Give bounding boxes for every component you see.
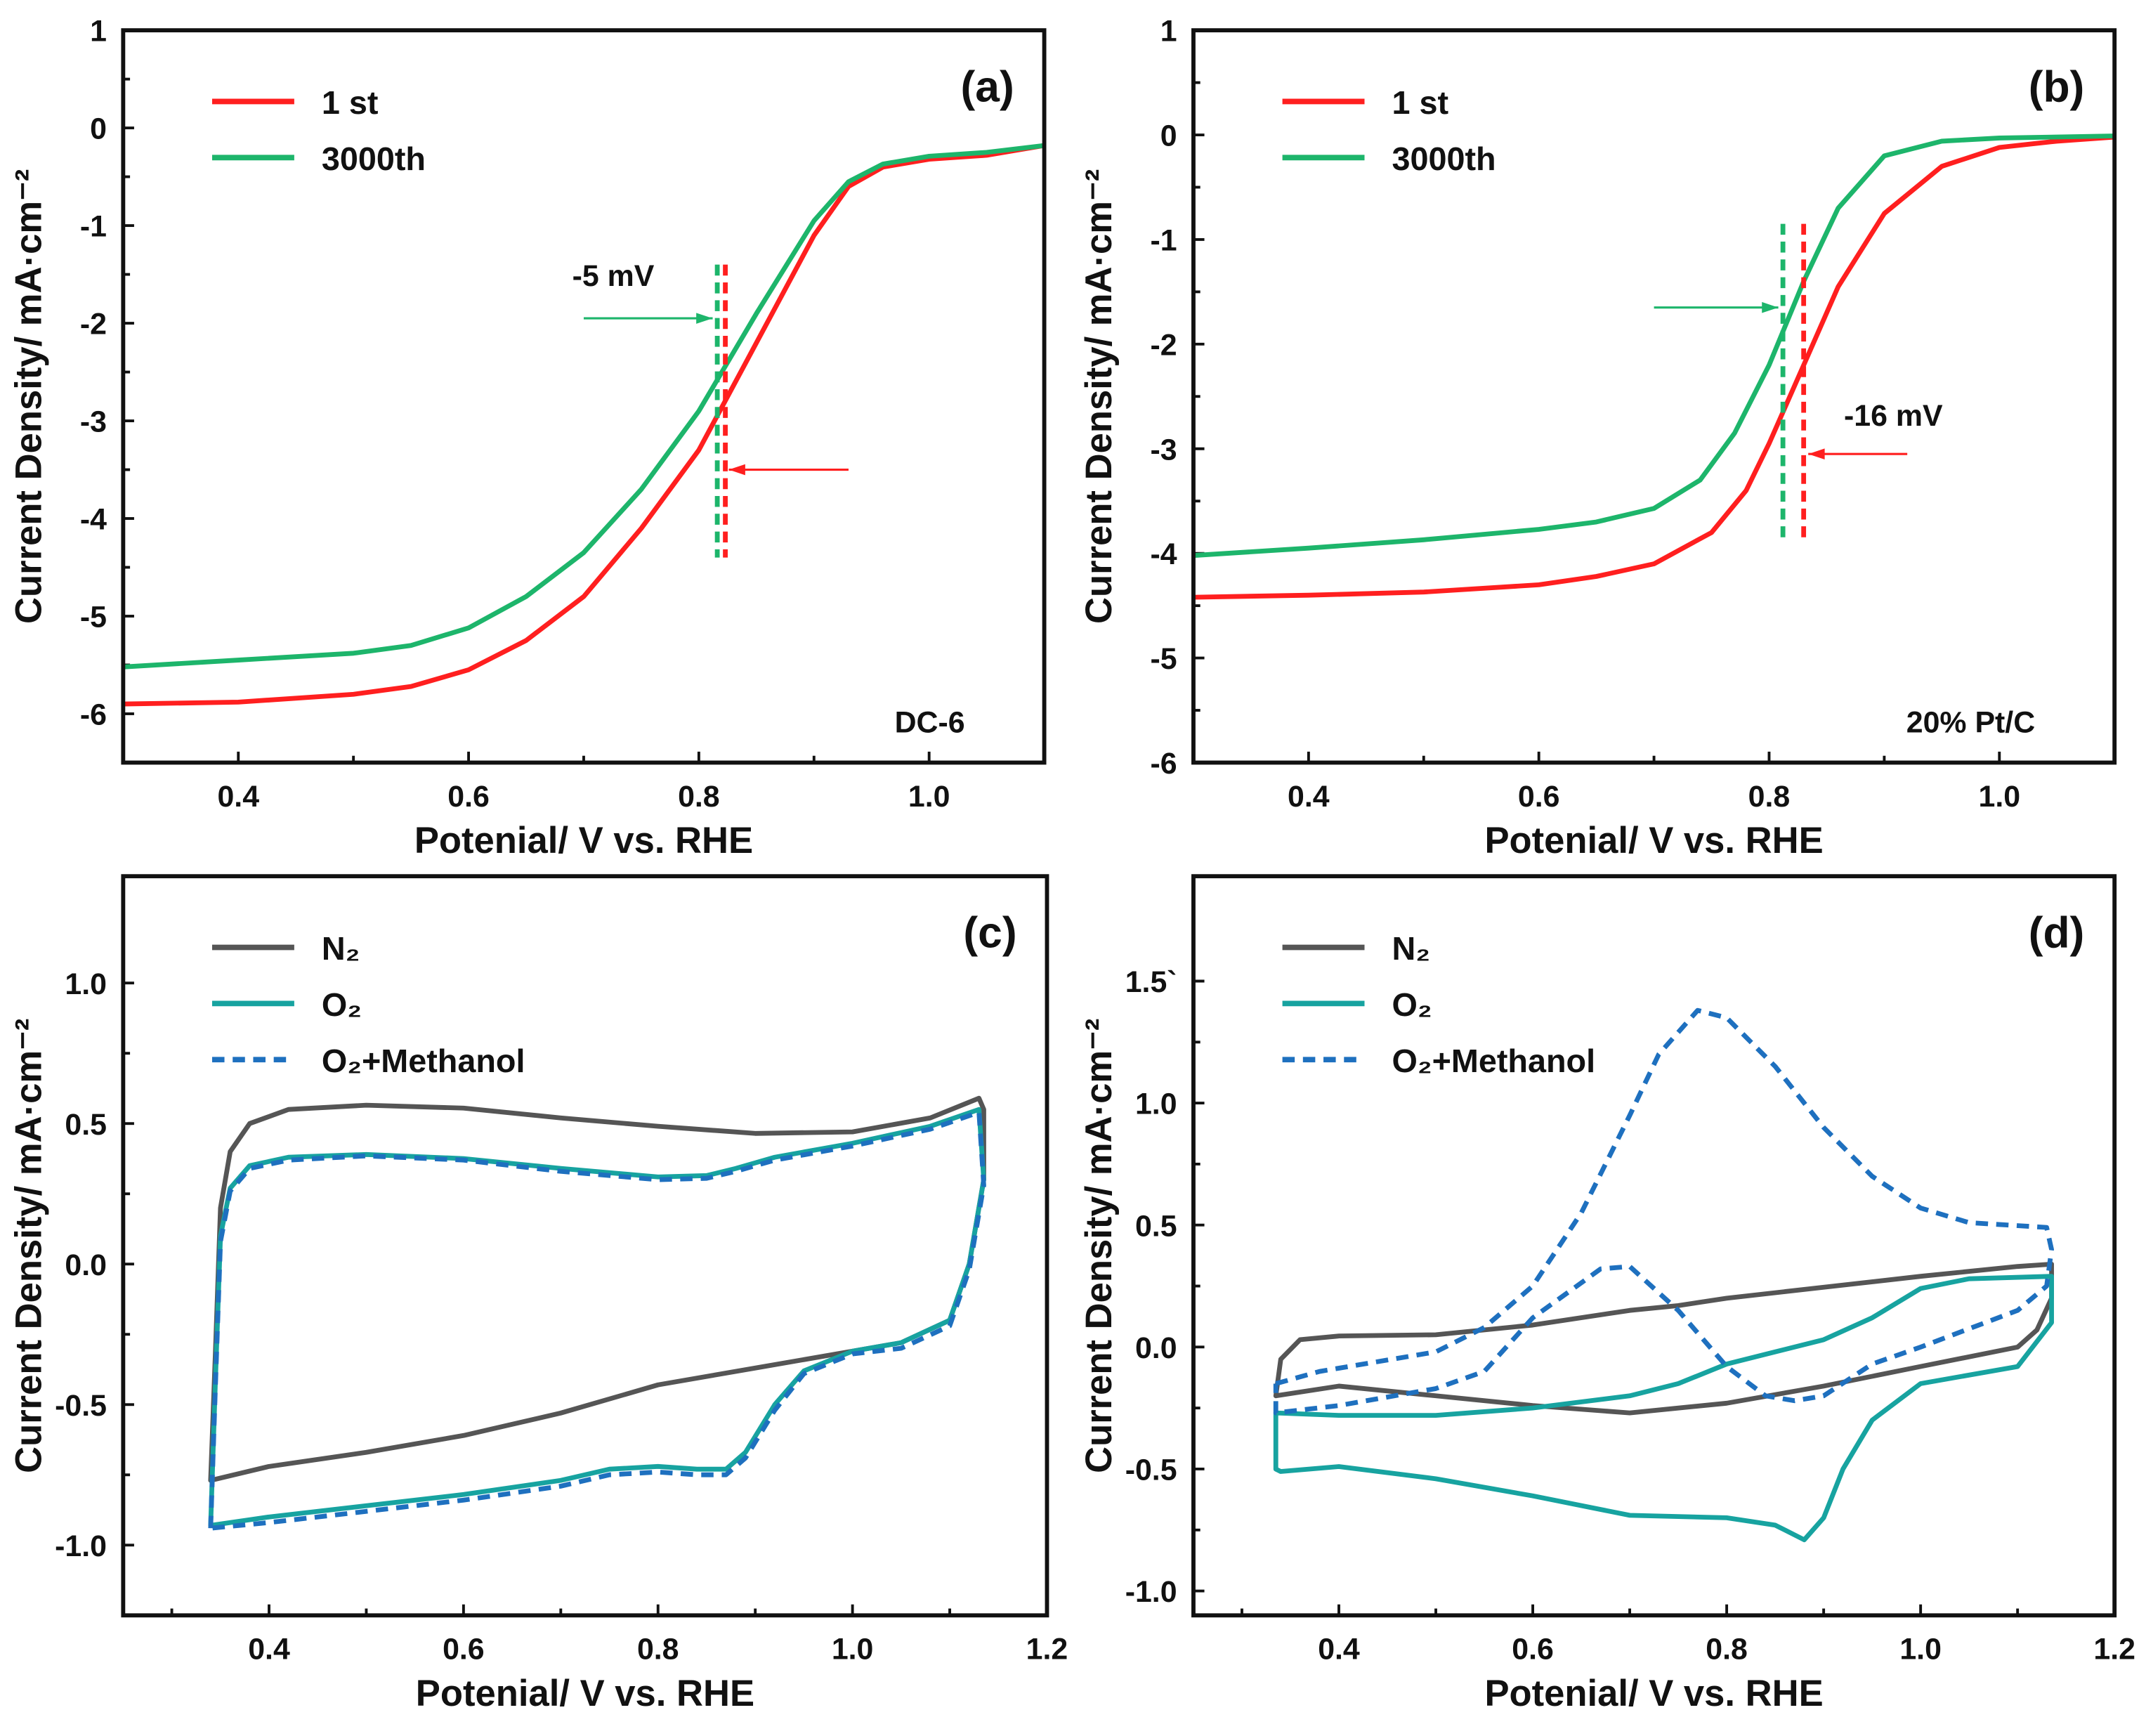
series-group: [1193, 133, 2115, 600]
x-axis-label: Potenial/ V vs. RHE: [414, 820, 753, 861]
y-tick-label: -4: [80, 503, 107, 537]
x-tick-label: 0.8: [1706, 1633, 1748, 1666]
y-tick-label: -3: [1150, 433, 1177, 466]
y-tick-label: 1.5`: [1125, 965, 1177, 999]
y-tick-label: 0.5: [65, 1108, 107, 1142]
series-group: [1273, 1007, 2054, 1543]
y-tick-label: -1.0: [1125, 1575, 1177, 1609]
series-line-o-methanol: [1273, 1007, 2054, 1416]
plot-frame: [1191, 874, 2117, 1618]
x-tick-label: 1.2: [1026, 1633, 1068, 1666]
legend-label: N₂: [322, 930, 360, 967]
panel-label: (d): [2029, 909, 2085, 958]
series-line-o-: [208, 1107, 986, 1528]
series-line-o-: [1273, 1274, 2054, 1543]
panel-label: (c): [963, 909, 1016, 958]
x-tick-label: 1.0: [1978, 780, 2020, 814]
panel-label: (a): [961, 63, 1014, 111]
shift-annotation: -16 mV: [1844, 399, 1943, 433]
legend-label: N₂: [1392, 930, 1430, 967]
arrow-head: [1808, 448, 1825, 459]
y-tick-label: -2: [1150, 328, 1177, 362]
legend-label: 3000th: [322, 141, 426, 177]
x-tick-label: 0.4: [1318, 1633, 1360, 1666]
y-axis-label: Current Density/ mA·cm⁻²: [8, 169, 49, 624]
y-tick-label: -0.5: [55, 1389, 107, 1423]
x-tick-label: 0.8: [637, 1633, 679, 1666]
y-tick-label: -6: [80, 698, 107, 732]
x-tick-label: 0.8: [1748, 780, 1791, 814]
series-line-3000th: [1193, 133, 2115, 559]
arrow-head: [696, 313, 713, 324]
series-line-n-: [208, 1095, 986, 1483]
legend-label: 1 st: [322, 84, 379, 121]
plot-frame: [121, 874, 1049, 1618]
y-tick-label: 1: [90, 15, 107, 48]
series-line-1-st: [123, 143, 1045, 707]
x-tick-label: 0.6: [1512, 1633, 1554, 1666]
series-line-o-methanol: [208, 1109, 986, 1531]
series-group: [123, 143, 1045, 707]
x-tick-label: 1.0: [908, 780, 950, 814]
y-axis-label: Current Density/ mA·cm⁻²: [1078, 1019, 1120, 1473]
y-tick-label: 0: [1160, 119, 1177, 153]
x-tick-label: 1.2: [2093, 1633, 2135, 1666]
x-axis-label: Potenial/ V vs. RHE: [1484, 1673, 1823, 1714]
y-tick-label: -3: [80, 405, 107, 439]
y-tick-label: -5: [1150, 642, 1177, 676]
y-tick-label: 1.0: [65, 967, 107, 1001]
plot-frame: [1191, 28, 2117, 765]
y-tick-label: 1: [1160, 15, 1177, 48]
legend-label: O₂: [1392, 986, 1432, 1023]
y-tick-label: -0.5: [1125, 1454, 1177, 1487]
legend-label: O₂+Methanol: [322, 1043, 525, 1079]
panel-c: 0.4 0.6 0.8 1.0 1.2 1.0 0.5 0.0 -0.5 -1.0 N₂ O₂ O₂+M…: [8, 874, 1068, 1714]
legend-label: O₂+Methanol: [1392, 1043, 1595, 1079]
y-tick-label: 0.0: [65, 1248, 107, 1282]
legend-label: 1 st: [1392, 84, 1448, 121]
y-tick-label: -1: [1150, 224, 1177, 258]
y-tick-label: -6: [1150, 747, 1177, 781]
x-tick-label: 0.6: [1518, 780, 1560, 814]
panel-d: 0.4 0.6 0.8 1.0 1.2 1.5` 1.0 0.5 0.0 -0.5 -1.0 N₂ O₂…: [1078, 874, 2135, 1714]
x-tick-label: 0.6: [443, 1633, 485, 1666]
panel-a: 0.4 0.6 0.8 1.0 1 0 -1 -2 -3 -4 -5 -6 -5 mV 1 st 3000t…: [8, 15, 1047, 861]
x-axis-label: Potenial/ V vs. RHE: [1484, 820, 1823, 861]
arrow-head: [728, 464, 745, 476]
series-line-1-st: [1193, 134, 2115, 600]
y-tick-label: -5: [80, 601, 107, 634]
x-tick-label: 0.4: [248, 1633, 290, 1666]
y-tick-label: 0.5: [1135, 1209, 1177, 1243]
y-tick-label: 0: [90, 112, 107, 146]
x-tick-label: 1.0: [832, 1633, 874, 1666]
sample-label: 20% Pt/C: [1906, 706, 2035, 740]
plot-frame: [121, 28, 1047, 765]
sample-label: DC-6: [895, 706, 965, 740]
y-tick-label: -4: [1150, 537, 1177, 571]
x-tick-label: 0.4: [217, 780, 259, 814]
x-axis-label: Potenial/ V vs. RHE: [416, 1673, 754, 1714]
y-axis-label: Current Density/ mA·cm⁻²: [8, 1019, 49, 1473]
series-line-n-: [1273, 1261, 2054, 1416]
panel-label: (b): [2029, 63, 2085, 111]
panel-b: 0.4 0.6 0.8 1.0 1 0 -1 -2 -3 -4 -5 -6 -16 mV 1 st 3000…: [1078, 15, 2117, 861]
shift-annotation: -5 mV: [573, 259, 655, 293]
y-tick-label: -1: [80, 210, 107, 244]
arrow-head: [1762, 301, 1779, 313]
series-line-3000th: [123, 143, 1045, 670]
legend-label: 3000th: [1392, 141, 1496, 177]
y-tick-label: 1.0: [1135, 1088, 1177, 1121]
x-tick-label: 1.0: [1899, 1633, 1942, 1666]
x-tick-label: 0.6: [447, 780, 490, 814]
y-tick-label: -1.0: [55, 1529, 107, 1563]
series-group: [208, 1095, 986, 1531]
y-tick-label: 0.0: [1135, 1331, 1177, 1365]
y-axis-label: Current Density/ mA·cm⁻²: [1078, 169, 1120, 624]
x-tick-label: 0.4: [1288, 780, 1330, 814]
legend-label: O₂: [322, 986, 362, 1023]
y-tick-label: -2: [80, 308, 107, 341]
x-tick-label: 0.8: [678, 780, 720, 814]
